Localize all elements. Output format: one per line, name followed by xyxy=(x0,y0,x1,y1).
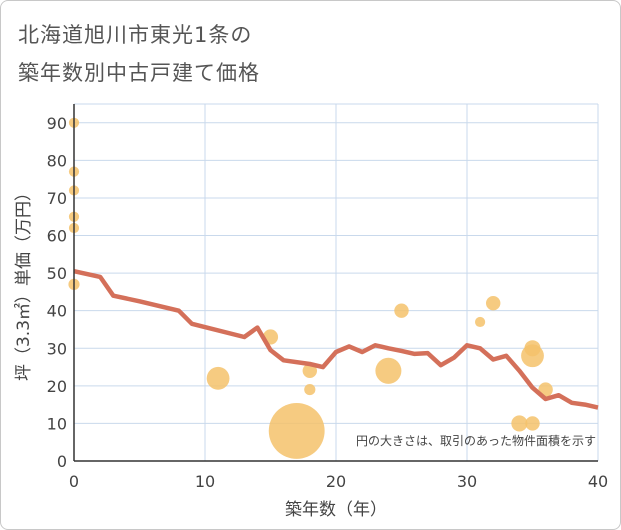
bubble-16 xyxy=(525,416,540,431)
y-tick-label-70: 70 xyxy=(47,189,67,208)
x-tick-label-0: 0 xyxy=(69,472,79,491)
bubble-layer xyxy=(68,117,553,459)
y-axis-label: 坪（3.3㎡）単価（万円） xyxy=(14,184,34,381)
bubble-6 xyxy=(206,366,230,390)
bubble-18 xyxy=(521,344,544,368)
y-tick-label-10: 10 xyxy=(47,414,67,433)
y-tick-label-80: 80 xyxy=(47,151,67,170)
axes xyxy=(73,104,598,462)
chart-title-line-1: 北海道旭川市東光1条の xyxy=(18,23,253,47)
bubble-8 xyxy=(268,403,325,459)
x-tick-label-30: 30 xyxy=(457,472,477,491)
y-tick-label-0: 0 xyxy=(57,452,67,471)
x-tick-label-20: 20 xyxy=(326,472,346,491)
y-tick-label-60: 60 xyxy=(47,227,67,246)
x-tick-label-10: 10 xyxy=(195,472,215,491)
bubble-12 xyxy=(394,303,409,318)
bubble-10 xyxy=(304,384,316,396)
y-tick-label-40: 40 xyxy=(47,302,67,321)
chart-title-line-2: 築年数別中古戸建て価格 xyxy=(18,61,260,85)
bubble-9 xyxy=(302,363,318,379)
bubble-11 xyxy=(375,357,402,384)
bubble-14 xyxy=(485,295,501,311)
bubble-13 xyxy=(475,316,486,328)
x-tick-labels: 0 10 20 30 40 xyxy=(69,472,608,491)
bubble-size-note: 円の大きさは、取引のあった物件面積を示す xyxy=(356,433,596,448)
x-axis-label: 築年数（年） xyxy=(285,500,387,520)
average-price-trend-line xyxy=(73,269,599,410)
x-tick-label-40: 40 xyxy=(588,472,608,491)
y-tick-label-90: 90 xyxy=(47,114,67,133)
y-tick-label-30: 30 xyxy=(47,339,67,358)
y-tick-labels: 0 10 20 30 40 50 60 70 80 90 xyxy=(47,114,67,471)
grid-lines xyxy=(73,103,599,462)
y-tick-label-20: 20 xyxy=(47,377,67,396)
bubble-15 xyxy=(511,415,528,432)
y-tick-label-50: 50 xyxy=(47,264,67,283)
